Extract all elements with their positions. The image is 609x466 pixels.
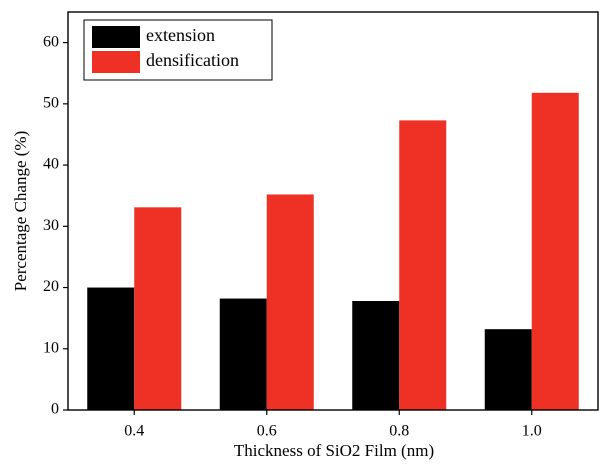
bar: [399, 120, 447, 410]
y-tick-label: 40: [43, 156, 59, 173]
x-tick-label: 0.6: [257, 423, 277, 440]
x-axis-label: Thickness of SiO2 Film (nm): [234, 441, 434, 460]
bar: [531, 92, 579, 410]
y-tick-label: 30: [43, 217, 59, 234]
legend-label: extension: [146, 25, 215, 45]
bar: [219, 298, 267, 410]
legend-swatch: [92, 51, 140, 73]
y-tick-label: 50: [43, 95, 59, 112]
x-tick-label: 0.8: [389, 423, 409, 440]
x-tick-label: 0.4: [124, 423, 144, 440]
y-tick-label: 20: [43, 278, 59, 295]
legend-label: densification: [146, 50, 239, 70]
bar: [352, 301, 400, 410]
y-tick-label: 0: [51, 401, 59, 418]
bar: [484, 329, 532, 410]
x-tick-label: 1.0: [522, 423, 542, 440]
legend-swatch: [92, 26, 140, 48]
bar: [134, 207, 182, 410]
bar: [87, 287, 135, 410]
y-axis-label: Percentage Change (%): [11, 131, 30, 291]
y-tick-label: 10: [43, 339, 59, 356]
bar: [266, 194, 314, 410]
y-tick-label: 60: [43, 33, 59, 50]
plot-frame: [67, 11, 599, 411]
